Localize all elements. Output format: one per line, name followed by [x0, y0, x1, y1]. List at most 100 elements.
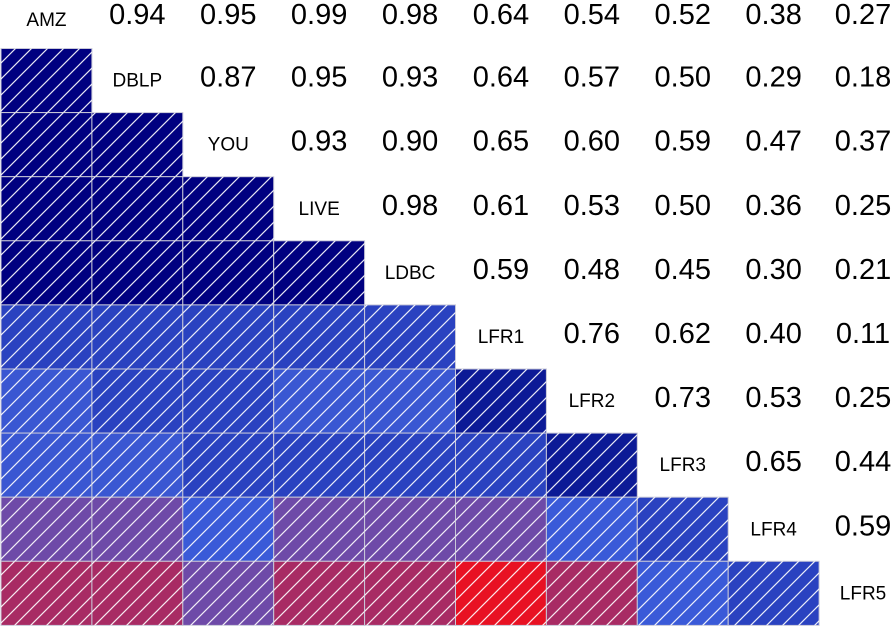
heatmap-cell-hatch	[1, 561, 92, 626]
heatmap-cell-hatch	[273, 561, 365, 626]
dataset-label-you: YOU	[208, 135, 249, 156]
dataset-label-lfr5: LFR5	[840, 583, 886, 604]
heatmap-cell-hatch	[728, 561, 820, 626]
value-lfr3-lfr5: 0.44	[835, 446, 891, 478]
value-ldbc-lfr4: 0.30	[745, 254, 801, 286]
dataset-label-lfr4: LFR4	[750, 519, 797, 540]
heatmap-cell-hatch	[637, 561, 729, 626]
value-amz-lfr5: 0.27	[835, 0, 891, 31]
dataset-label-lfr1: LFR1	[478, 327, 524, 348]
heatmap-cell-hatch	[1, 48, 92, 113]
heatmap-cell-hatch	[91, 561, 183, 626]
heatmap-cell-hatch	[182, 304, 274, 369]
value-lfr3-lfr4: 0.65	[745, 446, 801, 478]
value-amz-live: 0.99	[291, 0, 347, 31]
heatmap-cell-hatch	[1, 112, 92, 177]
value-lfr2-lfr4: 0.53	[745, 382, 801, 414]
value-live-lfr3: 0.50	[655, 190, 711, 222]
value-you-lfr4: 0.47	[745, 126, 801, 158]
heatmap-cells	[0, 48, 820, 626]
value-you-lfr3: 0.59	[655, 126, 711, 158]
dataset-label-ldbc: LDBC	[385, 263, 436, 284]
value-live-lfr5: 0.25	[835, 190, 891, 222]
value-dblp-lfr4: 0.29	[745, 62, 801, 94]
heatmap-cell-hatch	[273, 304, 365, 369]
value-amz-lfr3: 0.52	[655, 0, 711, 31]
value-live-lfr4: 0.36	[745, 190, 801, 222]
value-lfr2-lfr5: 0.25	[835, 382, 891, 414]
dataset-label-lfr3: LFR3	[660, 455, 706, 476]
value-dblp-lfr5: 0.18	[835, 62, 891, 94]
heatmap-cell-hatch	[91, 433, 183, 498]
value-ldbc-lfr2: 0.48	[564, 254, 620, 286]
heatmap-cell-hatch	[182, 561, 274, 626]
heatmap-cell-hatch	[1, 176, 92, 241]
value-live-lfr2: 0.53	[564, 190, 620, 222]
heatmap-cell-hatch	[1, 240, 92, 305]
value-you-lfr5: 0.37	[835, 126, 891, 158]
heatmap-cell-hatch	[364, 369, 456, 434]
value-ldbc-lfr1: 0.59	[473, 254, 529, 286]
value-dblp-live: 0.95	[291, 62, 347, 94]
value-you-ldbc: 0.90	[382, 126, 438, 158]
heatmap-cell-hatch	[364, 433, 456, 498]
heatmap-cell-hatch	[637, 497, 729, 562]
heatmap-cell-hatch	[91, 176, 183, 241]
heatmap-cell-hatch	[182, 240, 274, 305]
value-ldbc-lfr3: 0.45	[655, 254, 711, 286]
heatmap-cell-hatch	[273, 240, 365, 305]
heatmap-cell-hatch	[91, 497, 183, 562]
heatmap-cell-hatch	[455, 561, 547, 626]
heatmap-cell-hatch	[91, 112, 183, 177]
heatmap-cell-hatch	[273, 497, 365, 562]
heatmap-cell-hatch	[273, 433, 365, 498]
value-dblp-you: 0.87	[200, 62, 256, 94]
heatmap-cell-hatch	[182, 497, 274, 562]
dataset-label-amz: AMZ	[26, 10, 67, 31]
value-labels: 0.94 0.95 0.99 0.98 0.64 0.54 0.52 0.38 0.27 0.87…	[109, 0, 891, 542]
heatmap-cell-hatch	[1, 304, 92, 369]
heatmap-cell-hatch	[364, 497, 456, 562]
value-dblp-ldbc: 0.93	[382, 62, 438, 94]
value-lfr1-lfr3: 0.62	[655, 318, 711, 350]
value-dblp-lfr2: 0.57	[564, 62, 620, 94]
dataset-label-dblp: DBLP	[113, 71, 163, 92]
heatmap-cell-hatch	[546, 433, 638, 498]
value-live-ldbc: 0.98	[382, 190, 438, 222]
heatmap-cell-hatch	[455, 433, 547, 498]
value-you-live: 0.93	[291, 126, 347, 158]
heatmap-cell-hatch	[1, 369, 92, 434]
value-amz-ldbc: 0.98	[382, 0, 438, 31]
value-dblp-lfr3: 0.50	[655, 62, 711, 94]
value-dblp-lfr1: 0.64	[473, 62, 529, 94]
heatmap-cell-hatch	[91, 369, 183, 434]
value-amz-lfr2: 0.54	[564, 0, 620, 31]
heatmap-cell-hatch	[91, 304, 183, 369]
value-you-lfr2: 0.60	[564, 126, 620, 158]
value-amz-lfr1: 0.64	[473, 0, 529, 31]
heatmap-cell-hatch	[182, 369, 274, 434]
dataset-label-lfr2: LFR2	[569, 391, 615, 412]
value-amz-you: 0.95	[200, 0, 256, 31]
heatmap-cell-hatch	[364, 561, 456, 626]
heatmap-cell-hatch	[273, 369, 365, 434]
value-ldbc-lfr5: 0.21	[835, 254, 891, 286]
value-lfr1-lfr5: 0.11	[836, 318, 890, 350]
value-lfr4-lfr5: 0.59	[835, 510, 891, 542]
heatmap-cell-hatch	[455, 369, 547, 434]
value-lfr1-lfr4: 0.40	[745, 318, 801, 350]
heatmap-cell-hatch	[182, 176, 274, 241]
heatmap-cell-hatch	[1, 497, 92, 562]
value-amz-dblp: 0.94	[109, 0, 165, 31]
value-lfr1-lfr2: 0.76	[564, 318, 620, 350]
dataset-label-live: LIVE	[299, 199, 340, 220]
heatmap-cell-hatch	[182, 433, 274, 498]
value-you-lfr1: 0.65	[473, 126, 529, 158]
value-lfr2-lfr3: 0.73	[655, 382, 711, 414]
diagonal-labels: AMZ DBLP YOU LIVE LDBC LFR1 LFR2 LFR3 LFR4 LFR5	[26, 10, 886, 604]
value-live-lfr1: 0.61	[473, 190, 529, 222]
heatmap-cell-hatch	[91, 240, 183, 305]
heatmap-cell-hatch	[364, 304, 456, 369]
heatmap-cell-hatch	[455, 497, 547, 562]
